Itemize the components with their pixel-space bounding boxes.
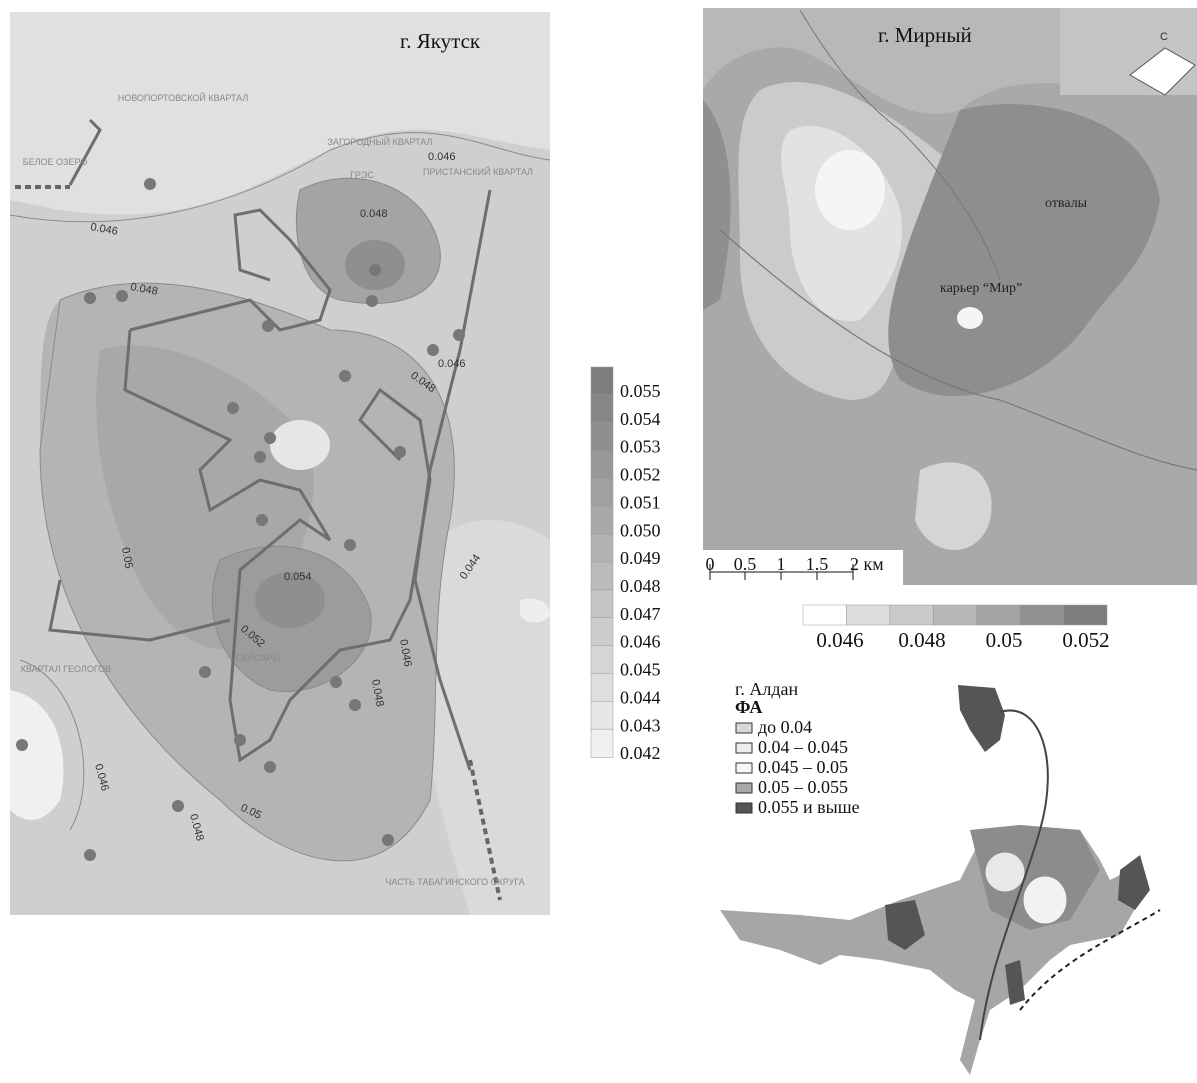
legend-swatch — [736, 723, 752, 733]
legend-label: 0.046 — [816, 628, 863, 652]
legend-swatch — [591, 534, 613, 562]
legend-swatch — [1020, 605, 1063, 625]
legend-swatch — [591, 673, 613, 701]
scale-label: 0.5 — [734, 554, 757, 574]
district-label: НОВОПОРТОВСКОЙ КВАРТАЛ — [118, 92, 249, 103]
legend-swatch — [736, 783, 752, 793]
legend-swatch — [591, 423, 613, 451]
legend-label: 0.05 – 0.055 — [758, 777, 848, 797]
district-label: БЕЛОЕ ОЗЕРО — [23, 157, 88, 167]
figure: НОВОПОРТОВСКОЙ КВАРТАЛ ЗАГОРОДНЫЙ КВАРТА… — [0, 0, 1197, 1083]
isoline-label: 0.046 — [438, 358, 466, 370]
legend-label: 0.048 — [620, 576, 661, 596]
legend-label: 0.049 — [620, 548, 661, 568]
legend-swatch — [736, 743, 752, 753]
legend-label: 0.044 — [620, 687, 661, 707]
legend-label: 0.050 — [620, 520, 661, 540]
place-label: отвалы — [1045, 196, 1088, 211]
district — [1118, 855, 1150, 910]
yakutsk-legend: 0.055 0.054 0.053 0.052 0.051 0.050 0.049 0.048… — [591, 367, 661, 763]
legend-label: 0.052 — [620, 465, 661, 485]
legend-swatch — [846, 605, 889, 625]
legend-swatch — [736, 763, 752, 773]
legend-label: 0.05 — [986, 628, 1023, 652]
legend-title: ФА — [735, 697, 762, 717]
map-title: г. Алдан — [735, 679, 798, 699]
legend-label: до 0.04 — [758, 717, 812, 737]
zone — [957, 307, 983, 329]
legend-label: 0.047 — [620, 604, 661, 624]
legend-label: 0.055 и выше — [758, 797, 860, 817]
zone — [915, 462, 992, 550]
legend-swatch — [591, 367, 613, 395]
zone — [1023, 876, 1067, 924]
zone-low — [270, 420, 330, 470]
district-label: ЧАСТЬ ТАБАГИНСКОГО ОКРУГА — [385, 877, 524, 887]
scale-label: 2 км — [850, 554, 884, 574]
scale-label: 0 — [706, 554, 715, 574]
legend-label: 0.045 – 0.05 — [758, 757, 848, 777]
isoline-label: 0.048 — [360, 208, 388, 220]
legend-swatch — [591, 729, 613, 757]
legend-label: 0.046 — [620, 632, 661, 652]
legend-label: 0.051 — [620, 492, 661, 512]
isoline-label: 0.054 — [284, 571, 312, 583]
district-label: КВАРТАЛ ГЕОЛОГОВ — [21, 664, 111, 674]
legend-label: 0.04 – 0.045 — [758, 737, 848, 757]
compass-label: С — [1160, 31, 1168, 43]
place-label: карьер “Мир” — [940, 281, 1022, 296]
legend-swatch — [591, 590, 613, 618]
mirny-map: С г. Мирный отвалы карьер “Мир” — [703, 8, 1197, 585]
legend-swatch — [803, 605, 846, 625]
district-label: ЗАГОРОДНЫЙ КВАРТАЛ — [328, 136, 433, 147]
legend-swatch — [933, 605, 976, 625]
map-title: г. Мирный — [878, 23, 972, 47]
legend-label: 0.053 — [620, 437, 661, 457]
legend-swatch — [591, 618, 613, 646]
legend-swatch — [591, 646, 613, 674]
isoline-label: 0.046 — [428, 151, 456, 163]
zone — [815, 150, 885, 230]
legend-swatch — [591, 451, 613, 479]
zone — [985, 852, 1025, 892]
yakutsk-map: НОВОПОРТОВСКОЙ КВАРТАЛ ЗАГОРОДНЫЙ КВАРТА… — [10, 12, 550, 915]
legend-swatch — [591, 701, 613, 729]
district-label: САЙСАРЫ — [235, 652, 280, 663]
district — [958, 685, 1005, 752]
legend-label: 0.052 — [1062, 628, 1109, 652]
legend-label: 0.054 — [620, 409, 661, 429]
district-label: ГРЭС — [350, 170, 374, 180]
legend-swatch — [591, 478, 613, 506]
legend-swatch — [977, 605, 1020, 625]
legend-label: 0.043 — [620, 715, 661, 735]
legend-swatch — [1064, 605, 1107, 625]
legend-label: 0.048 — [898, 628, 945, 652]
legend-swatch — [591, 562, 613, 590]
mirny-legend: 0.046 0.048 0.05 0.052 — [803, 605, 1110, 652]
legend-label: 0.055 — [620, 381, 661, 401]
scale-label: 1 — [777, 554, 786, 574]
legend-label: 0.042 — [620, 743, 661, 763]
scale-label: 1.5 — [806, 554, 829, 574]
legend-swatch — [890, 605, 933, 625]
legend-swatch — [736, 803, 752, 813]
map-title: г. Якутск — [400, 29, 481, 53]
district-label: ПРИСТАНСКИЙ КВАРТАЛ — [423, 166, 533, 177]
legend-label: 0.045 — [620, 660, 661, 680]
legend-swatch — [591, 395, 613, 423]
legend-swatch — [591, 506, 613, 534]
